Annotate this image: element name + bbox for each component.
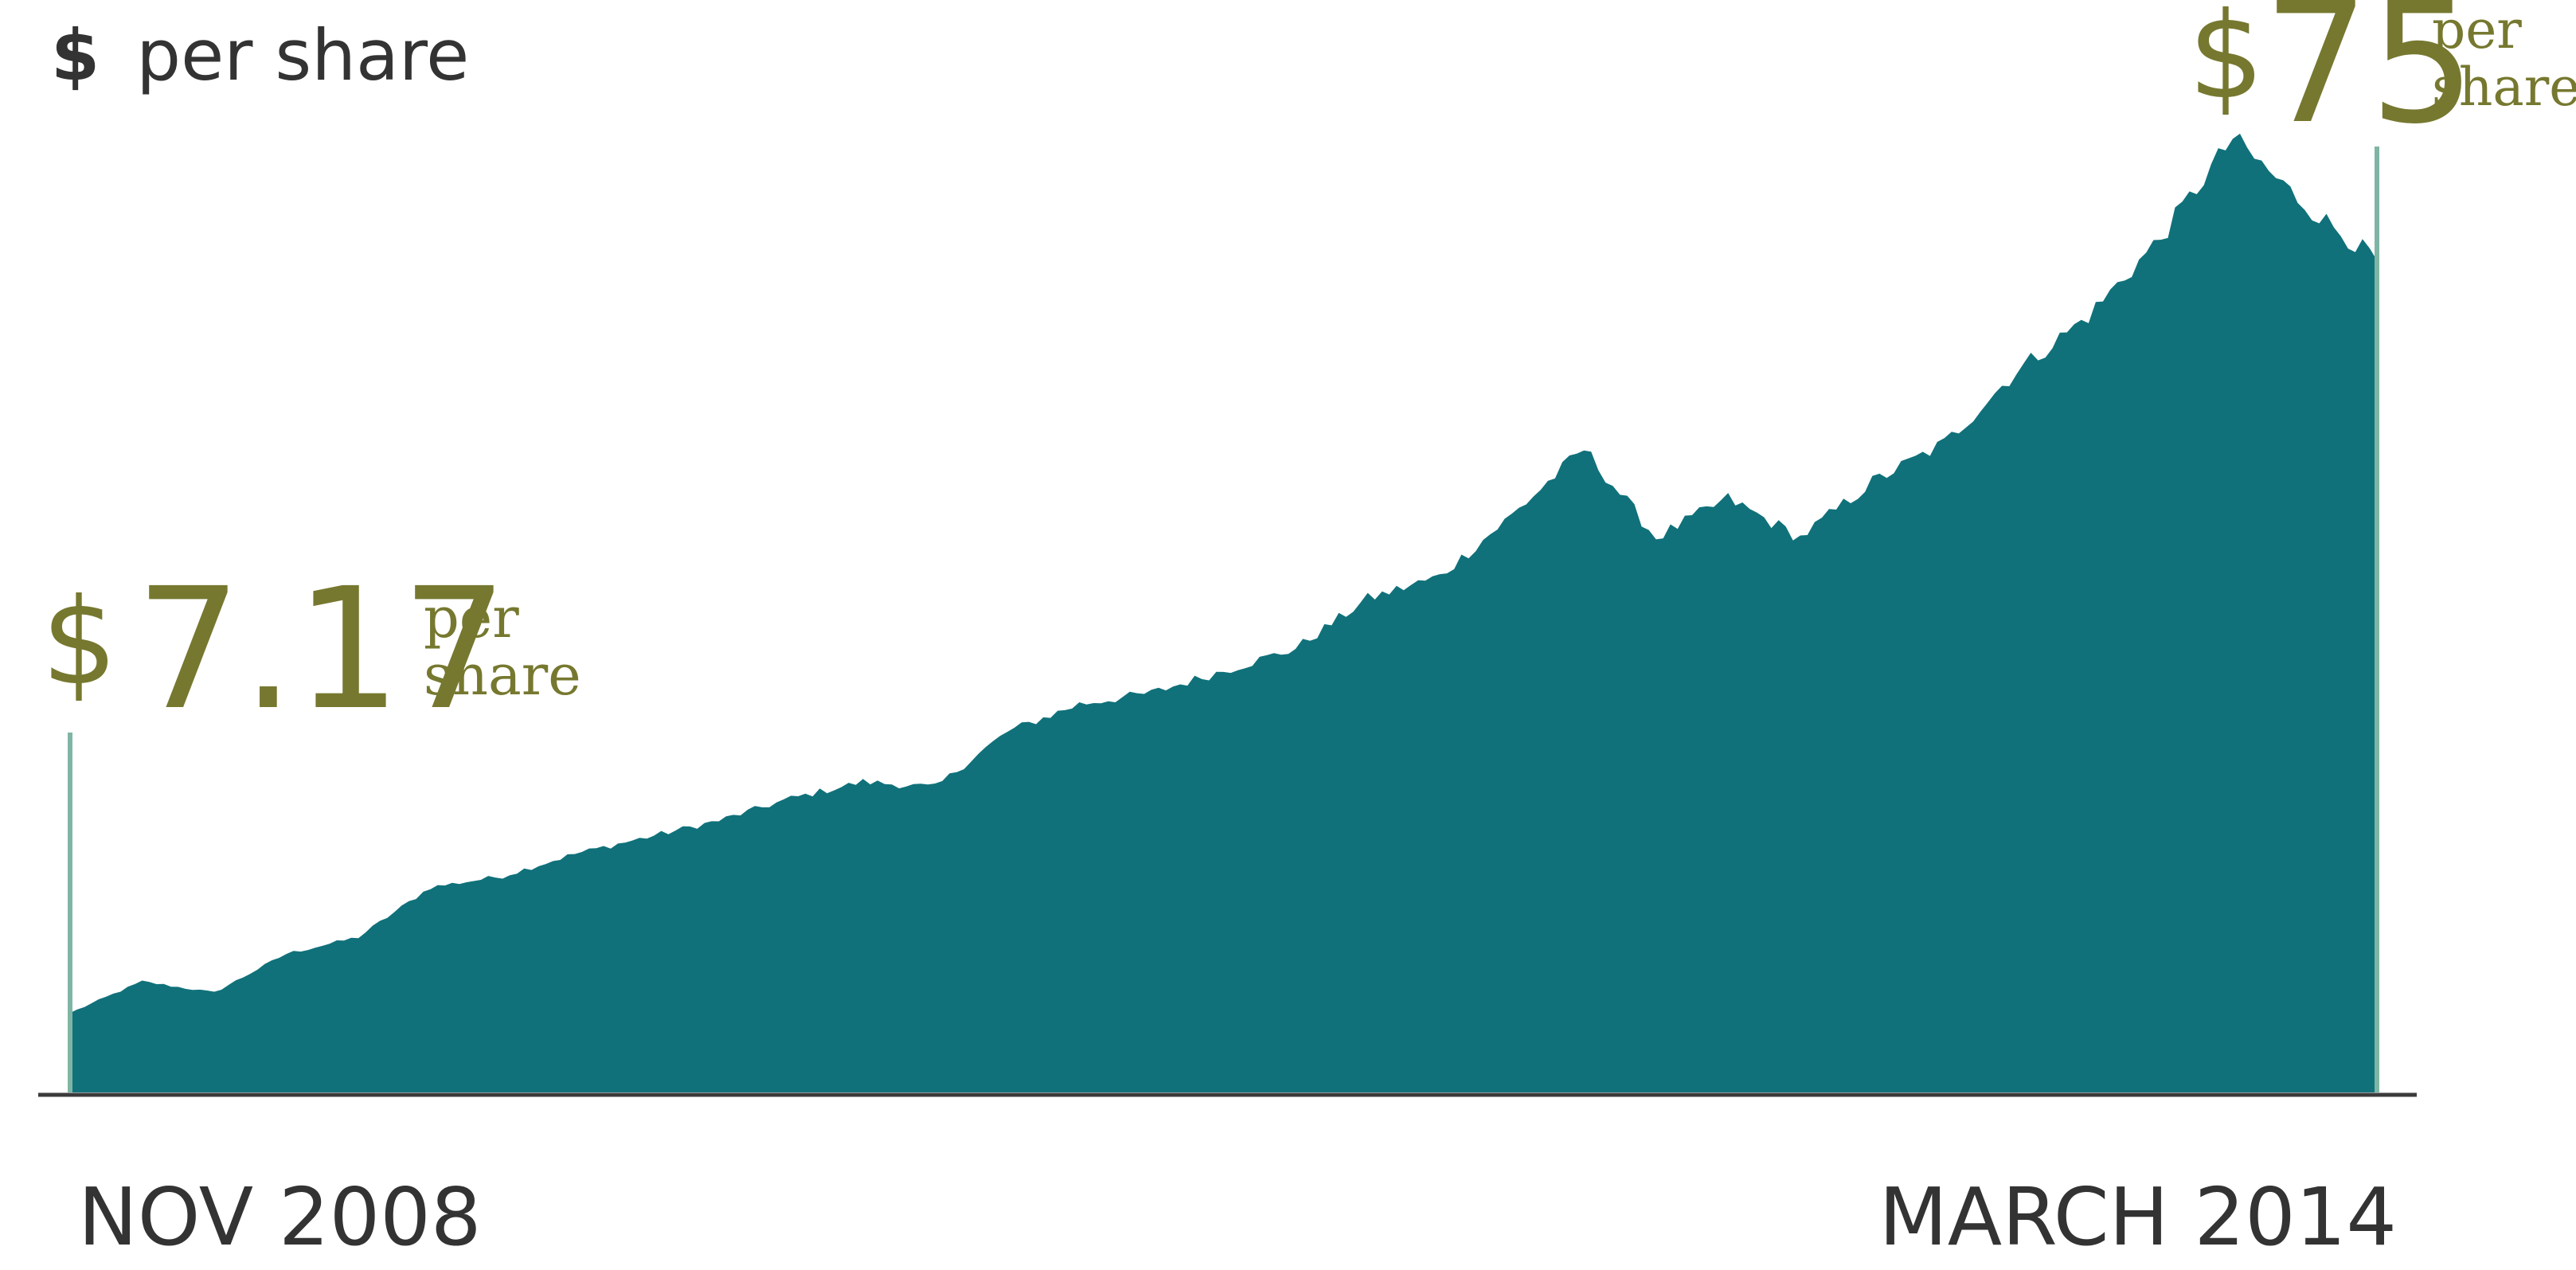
unit-label: $ per share <box>51 14 469 96</box>
start-currency: $ <box>41 573 117 712</box>
end-unit-line2: share <box>2432 57 2576 118</box>
end-currency: $ <box>2188 0 2264 126</box>
x-tick-label-end: MARCH 2014 <box>1879 1170 2398 1264</box>
unit-text: per share <box>136 14 469 96</box>
start-price-value: 7.17 <box>135 552 508 747</box>
price-area-series <box>70 133 2377 1092</box>
x-tick-label-start: NOV 2008 <box>78 1170 481 1264</box>
unit-symbol: $ <box>51 14 100 96</box>
start-unit-line1: per <box>424 585 519 651</box>
end-unit-line1: per <box>2432 0 2522 61</box>
start-unit-line2: share <box>424 643 581 708</box>
end-price-value: 75 <box>2263 0 2476 161</box>
